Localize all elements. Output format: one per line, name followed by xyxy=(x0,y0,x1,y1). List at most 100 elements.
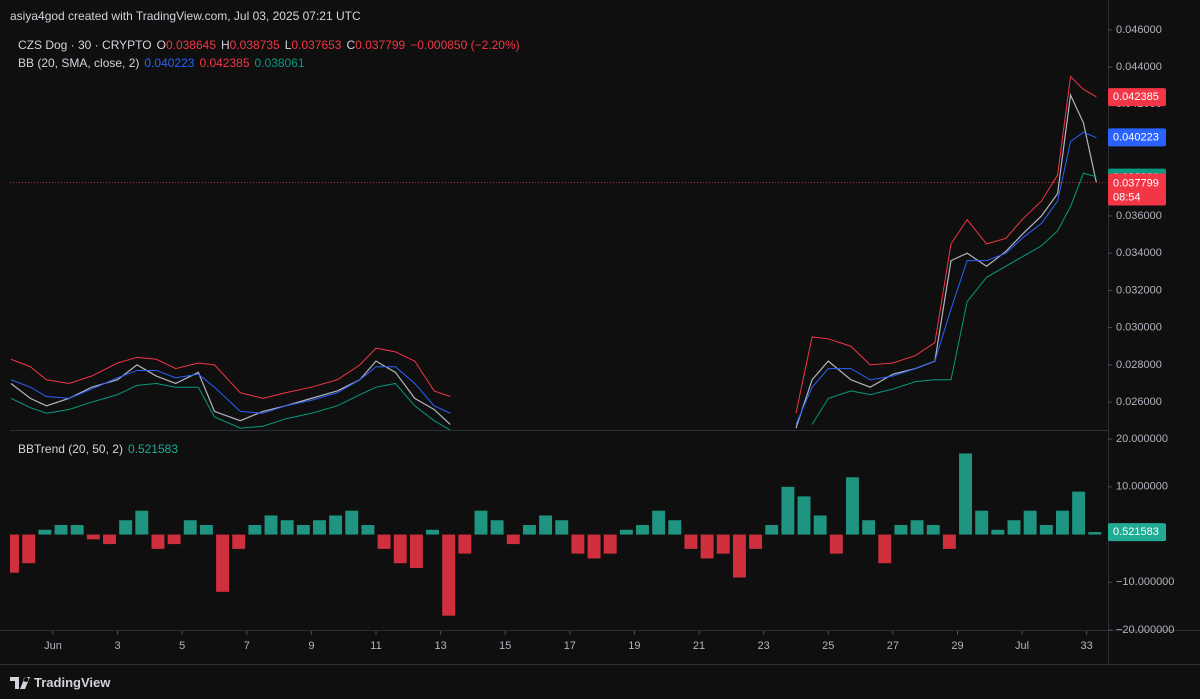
histogram-bar xyxy=(829,534,843,554)
ohlc-key: C xyxy=(346,38,356,52)
price-box xyxy=(1108,88,1166,107)
histogram-bar xyxy=(603,534,617,554)
histogram-bar xyxy=(910,520,924,535)
indicator-value: 0.038061 xyxy=(254,56,305,70)
histogram-bar xyxy=(1023,510,1037,535)
histogram-bar xyxy=(329,515,343,535)
ohlc-key: H xyxy=(221,38,230,52)
histogram-bar xyxy=(86,534,100,540)
x-tick-label: 11 xyxy=(370,640,381,652)
histogram-bar xyxy=(10,534,20,573)
brand: TradingView xyxy=(34,675,111,690)
histogram-bar xyxy=(199,525,213,535)
y-tick-label: 0.044000 xyxy=(1116,61,1162,73)
histogram-bar xyxy=(846,477,859,535)
band-line xyxy=(10,347,451,399)
histogram-bar xyxy=(216,534,230,592)
value-box xyxy=(1108,523,1166,542)
plot-area xyxy=(10,453,1102,616)
y-tick-label: 10.000000 xyxy=(1116,481,1168,493)
x-tick-label: 5 xyxy=(179,640,185,652)
y-tick-label: 0.026000 xyxy=(1116,396,1162,408)
histogram-bar xyxy=(264,515,278,535)
y-tick-label: 0.034000 xyxy=(1116,247,1162,259)
y-tick-label: 0.032000 xyxy=(1116,284,1162,296)
histogram-bar xyxy=(700,534,714,559)
histogram-bar xyxy=(732,534,746,578)
histogram-bar xyxy=(571,534,585,554)
ohlc-value: 0.038735 xyxy=(229,38,280,52)
histogram-bar xyxy=(587,534,601,559)
indicator-title: BBTrend (20, 50, 2) xyxy=(18,442,123,456)
price-box-label: 0.042385 xyxy=(1113,91,1159,103)
last-price-box xyxy=(1108,173,1166,206)
histogram-bar xyxy=(345,510,359,535)
histogram-bar xyxy=(426,529,439,535)
histogram-bar xyxy=(1088,532,1102,535)
histogram-bar xyxy=(749,534,763,549)
histogram-bar xyxy=(296,525,310,535)
histogram-bar xyxy=(70,525,84,535)
x-tick-label: 27 xyxy=(887,640,899,652)
histogram-bar xyxy=(862,520,876,535)
logo xyxy=(10,677,30,689)
x-tick-label: 9 xyxy=(308,640,314,652)
histogram-bar xyxy=(555,520,569,535)
indicator-value: 0.521583 xyxy=(127,442,179,456)
histogram-bar xyxy=(539,515,553,535)
ohlc-value: 0.037799 xyxy=(355,38,406,52)
ohlc-value: 0.038645 xyxy=(165,38,216,52)
x-tick-label: 33 xyxy=(1081,640,1093,652)
band-line xyxy=(10,382,451,430)
histogram-bar xyxy=(684,534,698,549)
histogram-bar xyxy=(248,525,262,535)
histogram-bar xyxy=(1055,510,1069,535)
histogram-bar xyxy=(103,534,116,545)
band-line xyxy=(10,366,451,414)
bb-legend: BB (20, SMA, close, 2) 0.040223 0.042385 0.… xyxy=(18,56,305,70)
y-tick-label: 20.000000 xyxy=(1116,433,1168,445)
price-box-label: 0.040223 xyxy=(1113,131,1159,143)
histogram-bar xyxy=(474,510,488,535)
value-box-label: 0.521583 xyxy=(1113,526,1159,538)
histogram-bar xyxy=(942,534,956,549)
histogram-bar xyxy=(765,525,779,535)
y-tick-label: −10.000000 xyxy=(1116,576,1174,588)
symbol: CZS Dog · 30 · CRYPTO xyxy=(18,38,152,52)
histogram-bar xyxy=(1072,491,1086,535)
histogram-bar xyxy=(716,534,730,554)
x-tick-label: 21 xyxy=(693,640,705,652)
histogram-bar xyxy=(506,534,520,545)
histogram-bar xyxy=(135,510,149,535)
histogram-bar xyxy=(959,453,973,535)
x-tick-label: 25 xyxy=(822,640,834,652)
histogram-bar xyxy=(926,525,940,535)
histogram-bar xyxy=(1007,520,1021,535)
histogram-bar xyxy=(813,515,827,535)
y-tick-label: 0.046000 xyxy=(1116,24,1162,36)
histogram-bar xyxy=(636,525,649,535)
histogram-bar xyxy=(409,534,423,568)
credit: asiya4god created with TradingView.com, … xyxy=(10,9,361,23)
histogram-bar xyxy=(619,529,633,535)
histogram-bar xyxy=(22,534,36,564)
indicator-value: 0.042385 xyxy=(199,56,250,70)
x-tick-label: 23 xyxy=(758,640,770,652)
plot-area xyxy=(10,75,1097,430)
histogram-bar xyxy=(975,510,989,535)
histogram-bar xyxy=(797,496,811,535)
band-line xyxy=(795,131,1097,425)
histogram-bar xyxy=(442,534,456,616)
histogram-bar xyxy=(991,529,1005,535)
price-box xyxy=(1108,128,1166,147)
x-tick-label: 17 xyxy=(564,640,576,652)
footer: TradingView xyxy=(0,664,1200,699)
y-tick-label: 0.036000 xyxy=(1116,210,1162,222)
last-price-label: 0.037799 xyxy=(1113,177,1159,189)
histogram-bar xyxy=(668,520,682,535)
y-tick-label: −20.000000 xyxy=(1116,624,1174,636)
histogram-bar xyxy=(167,534,181,545)
histogram-bar xyxy=(377,534,391,549)
